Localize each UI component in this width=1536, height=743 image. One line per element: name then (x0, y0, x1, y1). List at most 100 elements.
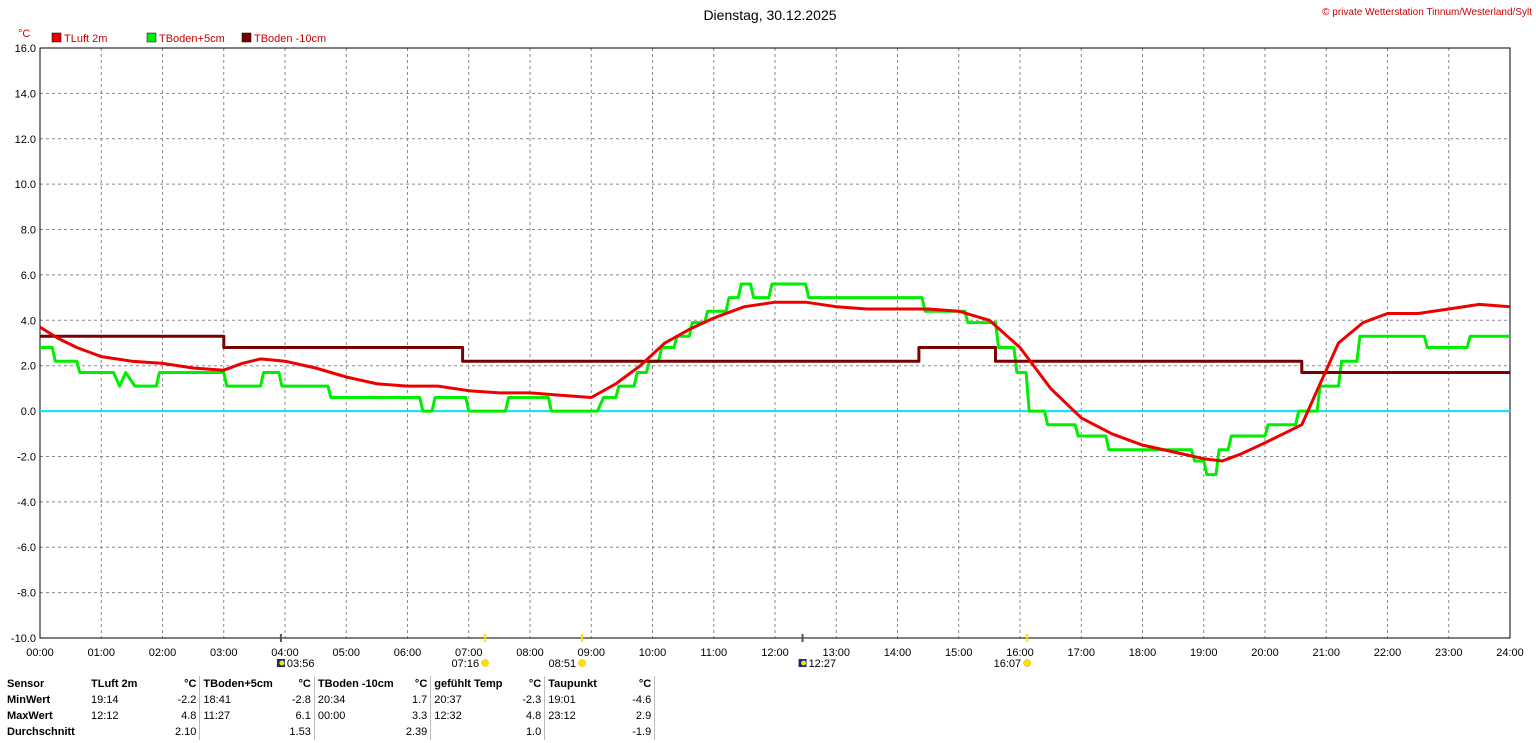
x-tick-label: 06:00 (394, 647, 422, 659)
stats-header: Taupunkt (548, 678, 597, 690)
plot-frame (39, 47, 1511, 639)
stats-row-max: MaxWert 12:12 4.8 11:27 6.1 00:00 3.3 12… (4, 708, 656, 724)
stats-header: TBoden -10cm (317, 678, 394, 690)
stats-header-unit: °C (172, 676, 201, 692)
stats-row-label: MinWert (7, 694, 51, 706)
series-layer (39, 282, 1511, 477)
marker-time-label: 08:51 (549, 658, 577, 670)
stats-row-label: Durchschnitt (7, 726, 75, 738)
stats-cell (545, 724, 630, 740)
stats-header: TLuft 2m (91, 678, 138, 690)
copyright-notice: © private Wetterstation Tinnum/Westerlan… (1322, 7, 1532, 18)
y-tick-label: -8.0 (17, 588, 36, 600)
y-tick-label: 12.0 (15, 134, 36, 146)
x-tick-label: 05:00 (332, 647, 360, 659)
stats-header: TBoden+5cm (203, 678, 273, 690)
stats-cell: -2.2 (172, 692, 201, 708)
series-line (40, 282, 1510, 477)
y-tick-label: 2.0 (21, 361, 36, 373)
x-tick-label: 09:00 (577, 647, 605, 659)
legend-swatch (241, 32, 252, 43)
stats-header-unit: °C (629, 676, 656, 692)
legend-entry: TBoden -10cm (254, 33, 326, 45)
y-tick-label: 6.0 (21, 270, 36, 282)
y-tick-label: 8.0 (21, 225, 36, 237)
x-tick-label: 04:00 (271, 647, 299, 659)
sun-icon (578, 659, 586, 667)
stats-cell: 11:27 (203, 710, 231, 722)
stats-header-unit: °C (519, 676, 546, 692)
x-tick-label: 11:00 (700, 647, 727, 659)
marker-time-label: 16:07 (994, 658, 1022, 670)
x-tick-label: 13:00 (822, 647, 850, 659)
y-tick-label: -6.0 (17, 542, 36, 554)
y-tick-label: 14.0 (15, 88, 36, 100)
stats-header-unit: °C (286, 676, 315, 692)
x-tick-label: 14:00 (884, 647, 912, 659)
y-tick-label: -10.0 (11, 633, 36, 645)
stats-cell (88, 724, 172, 740)
stats-row-label: MaxWert (7, 710, 53, 722)
x-tick-label: 16:00 (1006, 647, 1034, 659)
stats-cell: 2.9 (629, 708, 656, 724)
stats-cell: 6.1 (286, 708, 315, 724)
sun-icon (1023, 659, 1031, 667)
legend-swatch (51, 32, 62, 43)
x-tick-label: 07:00 (455, 647, 483, 659)
x-tick-label: 20:00 (1251, 647, 1279, 659)
sun-moon-markers: 07:16 03:56 08:51 12:27 16:07 (276, 634, 1031, 670)
grid (39, 47, 1511, 639)
legend-swatch (146, 32, 157, 43)
x-tick-label: 01:00 (87, 647, 115, 659)
marker-time-label: 12:27 (809, 658, 837, 670)
x-tick-label: 02:00 (149, 647, 177, 659)
x-tick-label: 21:00 (1312, 647, 1340, 659)
stats-cell (431, 724, 520, 740)
y-tick-label: -2.0 (17, 451, 36, 463)
moon-icon-glyph (801, 660, 807, 666)
stats-cell (200, 724, 287, 740)
x-tick-label: 15:00 (945, 647, 973, 659)
stats-header-unit: °C (402, 676, 432, 692)
stats-cell: 2.39 (402, 724, 432, 740)
stats-header: gefühlt Temp (434, 678, 503, 690)
temperature-chart: Dienstag, 30.12.2025 © private Wettersta… (11, 7, 1532, 670)
legend-entry: TLuft 2m (64, 33, 107, 45)
chart-title: Dienstag, 30.12.2025 (703, 7, 836, 23)
marker-time-label: 03:56 (287, 658, 315, 670)
series-line (39, 300, 1511, 463)
y-tick-label: 4.0 (21, 315, 36, 327)
marker-time-label: 07:16 (452, 658, 480, 670)
x-tick-label: 23:00 (1435, 647, 1463, 659)
stats-cell: -2.8 (286, 692, 315, 708)
moon-icon-glyph (279, 660, 285, 666)
stats-header-row: Sensor TLuft 2m °C TBoden+5cm °C TBoden … (4, 676, 656, 692)
stats-row-min: MinWert 19:14 -2.2 18:41 -2.8 20:34 1.7 … (4, 692, 656, 708)
stats-cell: 12:12 (91, 710, 119, 722)
stats-cell: 00:00 (317, 710, 346, 722)
stats-table: Sensor TLuft 2m °C TBoden+5cm °C TBoden … (4, 676, 656, 740)
y-tick-label: 10.0 (15, 179, 36, 191)
legend-entry: TBoden+5cm (159, 33, 225, 45)
y-axis: 16.0 14.0 12.0 10.0 8.0 6.0 4.0 2.0 0.0 -2.0 -4.0 -… (11, 43, 36, 645)
x-tick-label: 19:00 (1190, 647, 1218, 659)
stats-row-avg: Durchschnitt 2.10 1.53 2.39 1.0 -1.9 (4, 724, 656, 740)
stats-cell: 1.7 (402, 692, 432, 708)
x-tick-label: 12:00 (761, 647, 789, 659)
legend: TLuft 2m TBoden+5cm TBoden -10cm (51, 32, 326, 45)
stats-cell (314, 724, 403, 740)
x-tick-label: 18:00 (1129, 647, 1157, 659)
stats-cell: -4.6 (629, 692, 656, 708)
stats-cell: 20:34 (317, 694, 346, 706)
stats-cell: 18:41 (203, 694, 231, 706)
stats-cell: 23:12 (548, 710, 576, 722)
x-tick-label: 03:00 (210, 647, 238, 659)
x-axis: 00:00 01:00 02:00 03:00 04:00 05:00 06:00 07:00… (26, 647, 1524, 659)
stats-cell: -2.3 (519, 692, 546, 708)
x-tick-label: 10:00 (639, 647, 667, 659)
stats-cell: 4.8 (172, 708, 201, 724)
stats-cell: 2.10 (172, 724, 201, 740)
x-tick-label: 08:00 (516, 647, 544, 659)
stats-cell: 20:37 (434, 694, 462, 706)
stats-cell: 1.0 (519, 724, 546, 740)
